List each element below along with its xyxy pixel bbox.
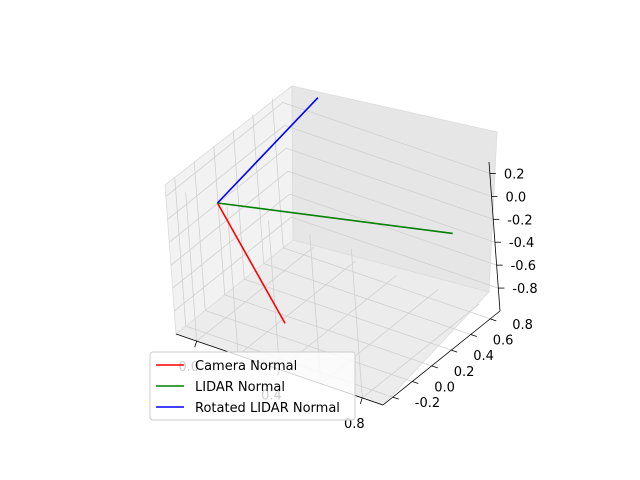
y-tick-label: 0.6 xyxy=(493,334,514,349)
z-gridline-left-wall xyxy=(165,102,284,197)
x-tick-mark xyxy=(359,397,363,405)
y-gridline-wall xyxy=(232,130,245,280)
y-axis-line xyxy=(382,310,501,406)
y-tick-label: 0.2 xyxy=(454,365,475,380)
z-tick-label: 0.0 xyxy=(506,190,527,205)
y-tick-mark xyxy=(392,396,399,400)
z-tick-labels: -0.8 -0.6 -0.4 -0.2 0.0 0.2 xyxy=(489,167,538,297)
x-gridline-floor xyxy=(196,246,314,342)
x-gridline-wall xyxy=(350,248,363,398)
z-gridline-right-wall xyxy=(291,216,499,289)
z-gridline-right-wall xyxy=(287,170,496,243)
x-gridline-floor xyxy=(362,303,480,399)
series-line-camera-normal xyxy=(216,202,286,324)
y-tick-mark xyxy=(412,381,419,384)
z-gridline-right-wall xyxy=(282,102,490,174)
y-tick-labels: -0.20.00.20.40.60.8 xyxy=(392,318,533,411)
z-tick-label: -0.2 xyxy=(507,213,532,228)
x-gridline-wall xyxy=(226,206,239,356)
legend-box xyxy=(149,351,356,421)
z-tick-label: -0.8 xyxy=(512,282,537,297)
z-gridline-right-wall xyxy=(286,147,494,220)
y-tick-mark xyxy=(490,318,497,322)
z-gridline-left-wall xyxy=(167,125,285,220)
legend-label-lidar-normal: LIDAR Normal xyxy=(195,380,285,395)
z-gridline-left-wall xyxy=(174,216,292,312)
y-tick-label: 0.0 xyxy=(434,381,455,396)
x-gridline-floor xyxy=(237,260,356,356)
y-gridline-wall xyxy=(193,161,206,311)
y-gridline-floor xyxy=(244,278,452,351)
x-gridline-wall xyxy=(268,220,280,370)
z-gridline-left-wall xyxy=(168,147,287,243)
y-tick-label: -0.2 xyxy=(415,396,440,411)
x-tick-mark xyxy=(194,340,198,348)
z-gridline-right-wall xyxy=(289,193,497,266)
z-tick-label: -0.6 xyxy=(511,259,536,274)
z-tick-label: 0.2 xyxy=(504,167,525,182)
y-gridline-floor xyxy=(224,294,432,367)
y-gridline-floor xyxy=(205,310,413,382)
series-line-rotated-lidar-normal xyxy=(216,97,319,204)
series-lines xyxy=(216,97,453,324)
y-tick-label: 0.8 xyxy=(512,318,533,333)
series-line-lidar-normal xyxy=(217,202,453,235)
y-tick-label: 0.4 xyxy=(473,349,494,364)
y-gridline-floor xyxy=(283,247,491,320)
y-gridline-wall xyxy=(271,98,284,248)
y-gridline-floor xyxy=(263,263,471,335)
x-gridline-wall xyxy=(185,192,198,342)
x-tick-label: 0.8 xyxy=(344,417,365,432)
y-tick-mark xyxy=(470,334,477,337)
z-tick-label: -0.4 xyxy=(509,236,534,251)
y-tick-mark xyxy=(431,365,438,369)
legend: Camera Normal LIDAR Normal Rotated LIDAR… xyxy=(149,351,356,421)
z-axis-line xyxy=(488,161,501,312)
y-gridline-wall xyxy=(174,177,187,327)
legend-label-camera-normal: Camera Normal xyxy=(195,359,297,374)
y-tick-mark xyxy=(451,349,458,353)
y-gridline-wall xyxy=(213,145,226,295)
legend-label-rotated-lidar-normal: Rotated LIDAR Normal xyxy=(195,401,340,416)
y-gridline-wall xyxy=(252,114,265,264)
z-gridline-left-wall xyxy=(170,170,289,266)
z-gridline-right-wall xyxy=(284,125,492,197)
